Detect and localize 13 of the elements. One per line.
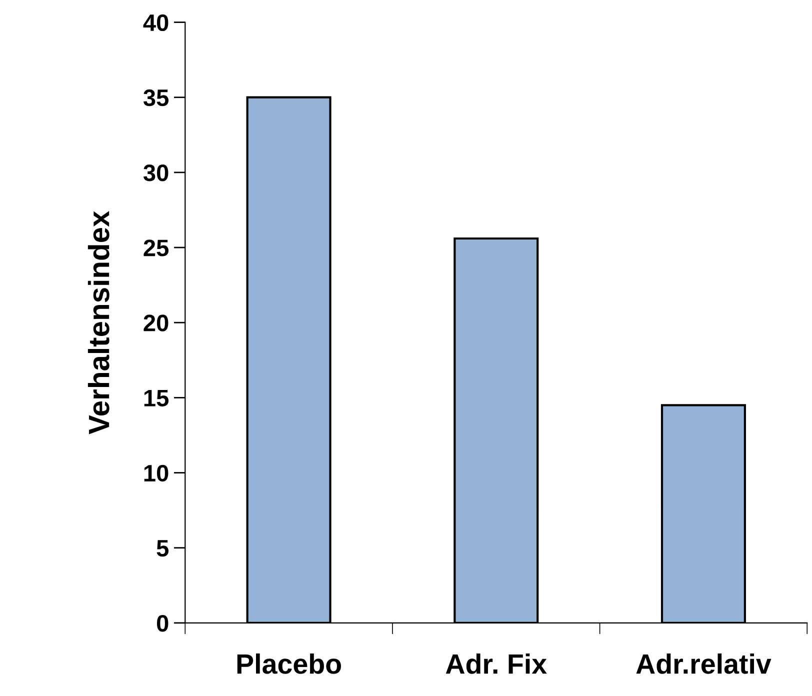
y-tick-label: 20 xyxy=(144,314,168,332)
y-tick-label: 0 xyxy=(156,614,168,632)
x-tick-label: Adr. Fix xyxy=(446,653,547,674)
y-tick-label: 25 xyxy=(144,240,169,256)
y-tick-label: 5 xyxy=(156,540,169,557)
y-tick-label: 35 xyxy=(143,89,169,106)
x-tick-label: Placebo xyxy=(237,653,341,674)
y-tick-label: 30 xyxy=(143,164,168,182)
y-tick-label: 15 xyxy=(144,390,169,406)
y-axis-title: Verhaltensindex xyxy=(88,210,110,434)
y-tick-label: 10 xyxy=(144,464,168,482)
y-tick-label: 40 xyxy=(143,14,168,32)
x-tick-label: Adr.relativ xyxy=(636,653,772,674)
